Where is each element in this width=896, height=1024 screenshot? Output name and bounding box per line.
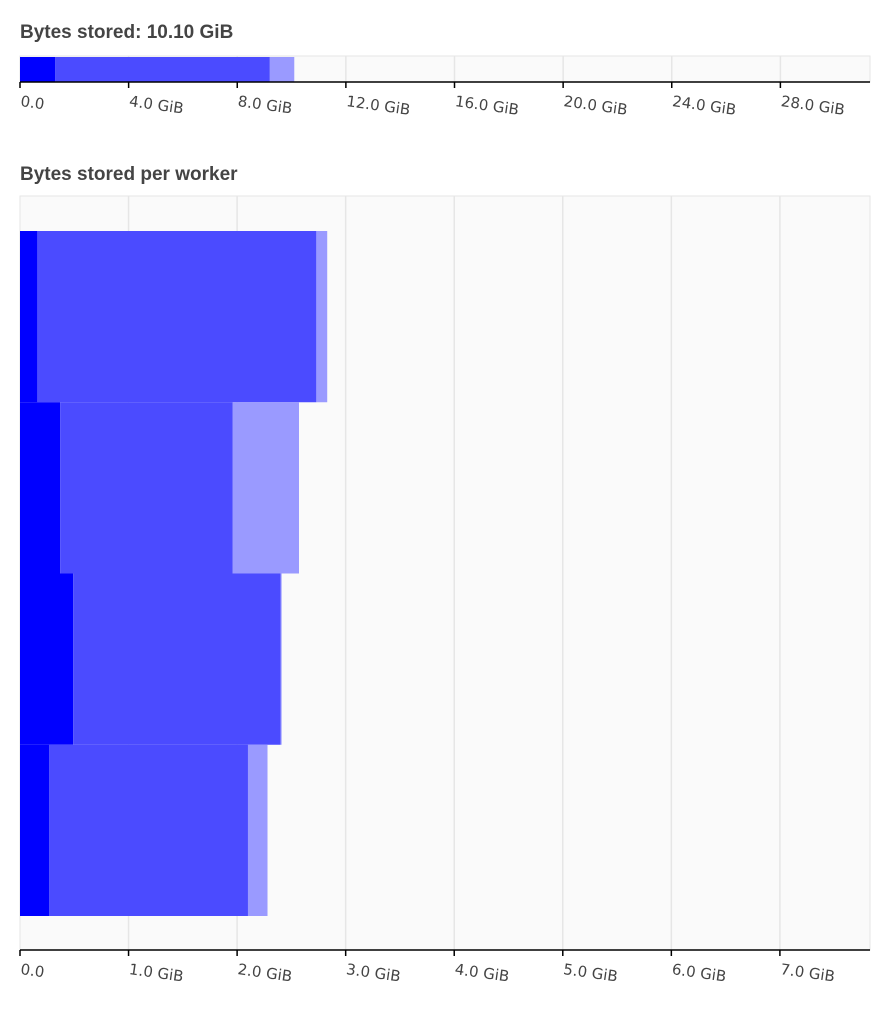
x-tick-label: 3.0 GiB <box>345 960 402 985</box>
chart-title-per-worker: Bytes stored per worker <box>20 164 238 185</box>
bar-segment-spilled <box>269 57 295 82</box>
bar-segment-spilled <box>316 231 328 403</box>
bar-segment-mid <box>55 57 270 82</box>
x-tick-label: 0.0 <box>19 960 45 981</box>
x-tick-label: 6.0 GiB <box>671 960 728 985</box>
bar-segment-mid <box>73 573 281 745</box>
bar-segment-spilled <box>280 573 282 745</box>
bar-segment-in-memory <box>20 231 38 403</box>
chart-title-total: Bytes stored: 10.10 GiB <box>20 22 234 43</box>
x-tick-label: 2.0 GiB <box>237 960 294 985</box>
bar-segment-in-memory <box>20 573 74 745</box>
bar-segment-mid <box>37 231 317 403</box>
bar-segment-mid <box>49 744 248 916</box>
bar-segment-in-memory <box>20 57 56 82</box>
x-tick-label: 1.0 GiB <box>128 960 185 985</box>
bar-segment-in-memory <box>20 402 61 574</box>
bar-segment-spilled <box>247 744 268 916</box>
x-tick-label: 7.0 GiB <box>779 960 836 985</box>
bar-segment-in-memory <box>20 744 50 916</box>
total-bytes-chart: 0.0 4.0 GiB 8.0 GiB 12.0 GiB 16.0 GiB 20.0 Gi… <box>19 55 871 119</box>
x-tick-label: 4.0 GiB <box>454 960 511 985</box>
bar-segment-mid <box>60 402 233 574</box>
bar-segment-spilled <box>232 402 299 574</box>
x-tick-label: 0.0 <box>19 92 45 113</box>
x-tick-label: 5.0 GiB <box>562 960 619 985</box>
